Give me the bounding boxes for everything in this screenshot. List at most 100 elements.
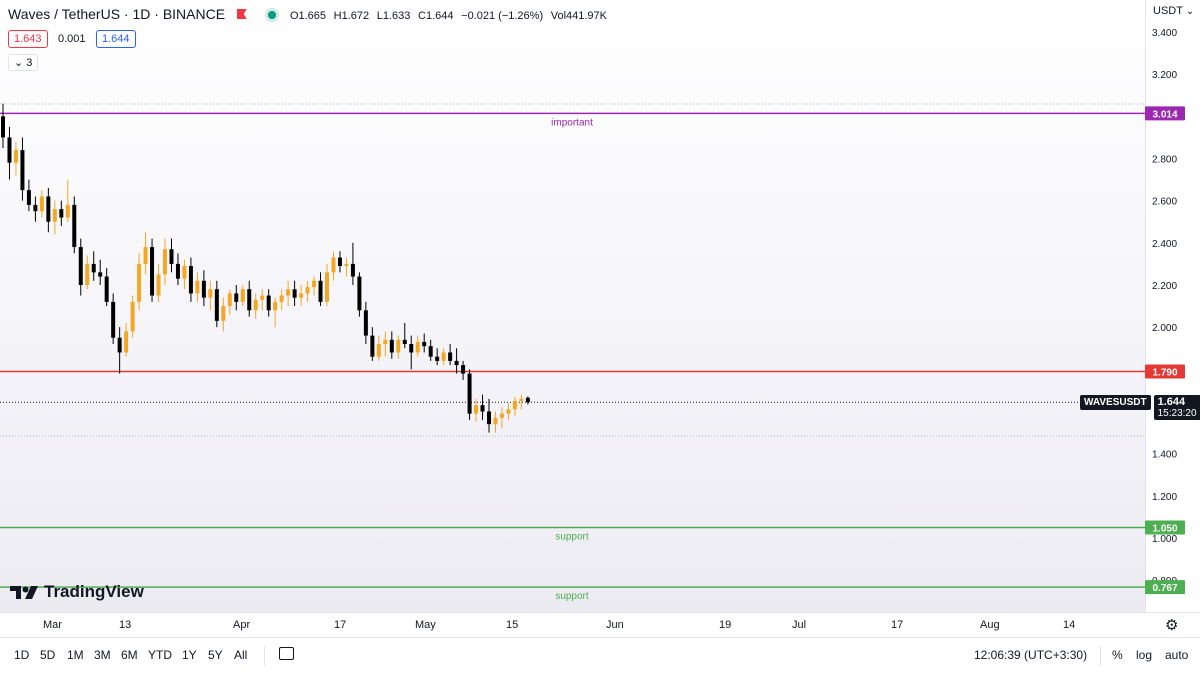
candle-68[interactable] <box>441 348 446 366</box>
candle-25[interactable] <box>163 238 167 285</box>
candle-70[interactable] <box>454 348 459 374</box>
candle-7[interactable] <box>46 188 51 233</box>
candle-31[interactable] <box>201 270 206 307</box>
candle-32[interactable] <box>208 280 213 311</box>
candle-17[interactable] <box>111 293 116 345</box>
candle-46[interactable] <box>299 285 304 307</box>
candle-78[interactable] <box>506 403 511 420</box>
candle-2[interactable] <box>13 141 18 176</box>
candle-36[interactable] <box>234 285 239 311</box>
candle-37[interactable] <box>240 285 245 307</box>
candle-59[interactable] <box>383 331 388 357</box>
candle-67[interactable] <box>435 348 440 366</box>
candle-27[interactable] <box>175 253 180 285</box>
timeframe-ytd-button[interactable]: YTD <box>148 648 172 662</box>
flag-icon[interactable] <box>236 9 247 19</box>
timeframe-1d-button[interactable]: 1D <box>14 648 30 662</box>
candle-76[interactable] <box>493 411 498 433</box>
price-scale[interactable]: USDT ⌄ 3.400 3.200 2.800 2.600 2.400 2.200 2.0… <box>1145 0 1200 612</box>
tradingview-watermark[interactable]: TradingView <box>10 582 144 602</box>
auto-toggle[interactable]: auto <box>1165 648 1189 662</box>
candle-28[interactable] <box>182 259 187 290</box>
candle-12[interactable] <box>78 238 83 296</box>
candle-33[interactable] <box>214 280 219 328</box>
timeframe-1m-button[interactable]: 1M <box>67 648 84 662</box>
candle-0[interactable] <box>1 103 5 148</box>
percent-toggle[interactable]: % <box>1112 648 1123 662</box>
currency-selector[interactable]: USDT ⌄ <box>1153 5 1194 17</box>
timeframe-3m-button[interactable]: 3M <box>94 648 111 662</box>
candle-41[interactable] <box>266 289 271 317</box>
candle-79[interactable] <box>512 396 517 416</box>
candle-14[interactable] <box>91 251 96 281</box>
candle-6[interactable] <box>39 190 44 218</box>
candle-57[interactable] <box>370 327 375 361</box>
candle-24[interactable] <box>156 263 161 302</box>
candle-13[interactable] <box>85 255 90 290</box>
candle-34[interactable] <box>221 297 226 332</box>
candle-64[interactable] <box>415 335 420 357</box>
indicators-toggle[interactable]: ⌄ 3 <box>8 54 39 71</box>
candle-18[interactable] <box>117 327 122 374</box>
candle-51[interactable] <box>331 251 336 281</box>
candle-60[interactable] <box>389 331 394 359</box>
candle-30[interactable] <box>195 272 200 302</box>
candle-42[interactable] <box>273 297 278 328</box>
candle-43[interactable] <box>279 289 284 311</box>
candle-49[interactable] <box>318 272 323 307</box>
candle-38[interactable] <box>247 280 252 317</box>
candle-15[interactable] <box>98 259 103 285</box>
date-range-icon[interactable] <box>279 647 294 660</box>
candle-5[interactable] <box>33 196 38 222</box>
candle-80[interactable] <box>519 394 524 410</box>
candle-26[interactable] <box>169 238 174 273</box>
chart-area[interactable]: important support support Waves / TetherUS… <box>0 0 1145 612</box>
candle-66[interactable] <box>428 339 433 361</box>
candle-45[interactable] <box>292 280 297 307</box>
candle-19[interactable] <box>124 322 129 357</box>
timeframe-5d-button[interactable]: 5D <box>40 648 56 662</box>
candle-61[interactable] <box>396 335 401 359</box>
candle-75[interactable] <box>487 398 491 433</box>
candle-50[interactable] <box>325 263 329 307</box>
candle-40[interactable] <box>260 289 265 311</box>
candle-62[interactable] <box>402 322 407 349</box>
clock-timezone[interactable]: 12:06:39 (UTC+3:30) <box>974 648 1088 662</box>
timeframe-all-button[interactable]: All <box>234 648 248 662</box>
candle-72[interactable] <box>467 369 472 420</box>
candle-22[interactable] <box>143 232 148 275</box>
log-toggle[interactable]: log <box>1136 648 1153 662</box>
candle-52[interactable] <box>337 251 342 273</box>
candle-55[interactable] <box>357 272 362 317</box>
candle-10[interactable] <box>65 179 70 222</box>
market-status-icon[interactable] <box>268 11 277 19</box>
candle-63[interactable] <box>409 335 414 370</box>
buy-price-button[interactable]: 1.644 <box>95 30 136 48</box>
symbol-title[interactable]: Waves / TetherUS · 1D · BINANCE <box>8 6 226 22</box>
candle-47[interactable] <box>305 280 310 302</box>
candle-11[interactable] <box>72 196 77 254</box>
candle-21[interactable] <box>137 253 142 311</box>
candle-65[interactable] <box>422 333 427 353</box>
timeframe-1y-button[interactable]: 1Y <box>182 648 197 662</box>
candle-44[interactable] <box>286 280 291 307</box>
candle-1[interactable] <box>7 126 12 180</box>
candle-74[interactable] <box>480 394 485 420</box>
timeframe-6m-button[interactable]: 6M <box>121 648 138 662</box>
candle-73[interactable] <box>474 398 479 423</box>
candle-16[interactable] <box>104 268 109 307</box>
candle-39[interactable] <box>253 293 258 319</box>
candle-77[interactable] <box>499 407 504 429</box>
settings-gear-icon[interactable]: ⚙ <box>1165 617 1179 634</box>
candle-54[interactable] <box>350 242 355 285</box>
candle-9[interactable] <box>59 200 64 226</box>
candle-69[interactable] <box>448 344 453 366</box>
candle-4[interactable] <box>26 179 31 212</box>
candle-35[interactable] <box>227 289 232 315</box>
candle-48[interactable] <box>312 276 317 296</box>
candle-8[interactable] <box>52 200 57 235</box>
candle-29[interactable] <box>188 257 193 302</box>
candle-23[interactable] <box>150 238 155 302</box>
sell-price-button[interactable]: 1.643 <box>8 30 48 48</box>
candle-53[interactable] <box>344 257 349 277</box>
